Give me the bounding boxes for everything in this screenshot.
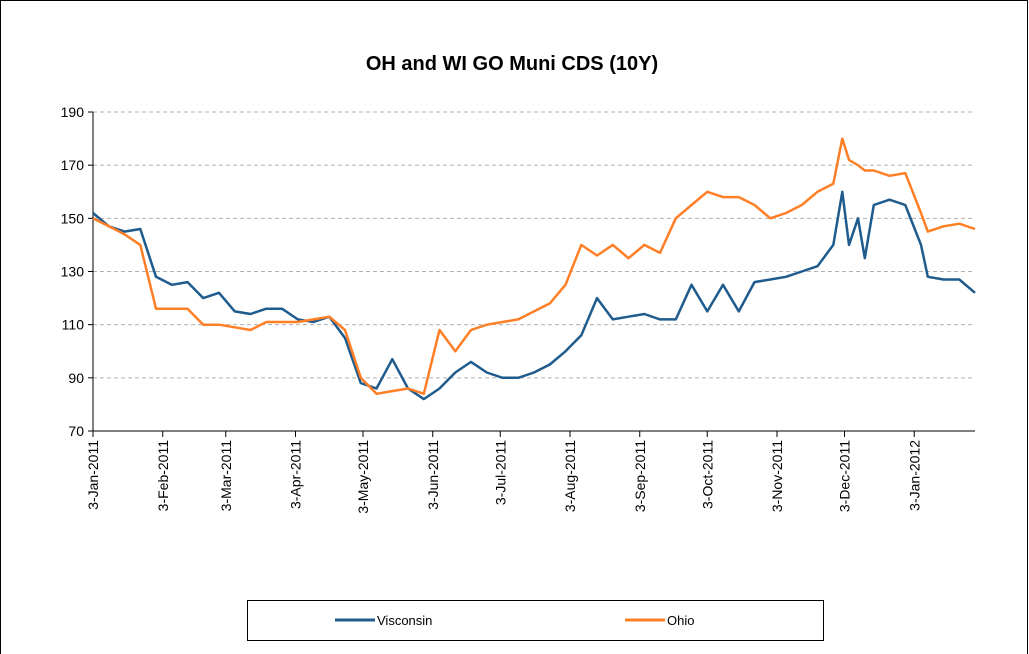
legend-box: [247, 600, 824, 641]
legend-label: Visconsin: [377, 613, 432, 628]
x-tick-label: 3-Nov-2011: [769, 440, 785, 512]
x-tick-label: 3-Dec-2011: [837, 440, 853, 512]
y-tick-label: 150: [61, 210, 85, 226]
y-tick-label: 170: [61, 157, 85, 173]
x-tick-label: 3-Jul-2011: [492, 440, 508, 505]
x-tick-label: 3-May-2011: [355, 440, 371, 514]
x-tick-label: 3-Mar-2011: [218, 440, 234, 512]
x-tick-label: 3-Aug-2011: [562, 440, 578, 512]
y-tick-label: 110: [62, 317, 85, 333]
series-line: [92, 190, 976, 401]
x-tick-label: 3-Feb-2011: [155, 440, 171, 512]
chart-title: OH and WI GO Muni CDS (10Y): [366, 53, 658, 75]
y-tick-label: 70: [68, 423, 84, 439]
y-tick-label: 130: [61, 264, 85, 280]
series-line: [92, 137, 976, 396]
y-tick-label: 190: [61, 104, 85, 120]
legend-label: Ohio: [667, 613, 694, 628]
x-tick-label: 3-Sep-2011: [632, 440, 648, 512]
x-tick-label: 3-Jan-2011: [85, 440, 101, 510]
x-tick-label: 3-Jan-2012: [906, 440, 922, 511]
y-tick-label: 90: [68, 370, 84, 386]
x-tick-label: 3-Jun-2011: [425, 440, 441, 510]
x-tick-label: 3-Oct-2011: [699, 440, 715, 509]
x-tick-label: 3-Apr-2011: [288, 440, 304, 509]
